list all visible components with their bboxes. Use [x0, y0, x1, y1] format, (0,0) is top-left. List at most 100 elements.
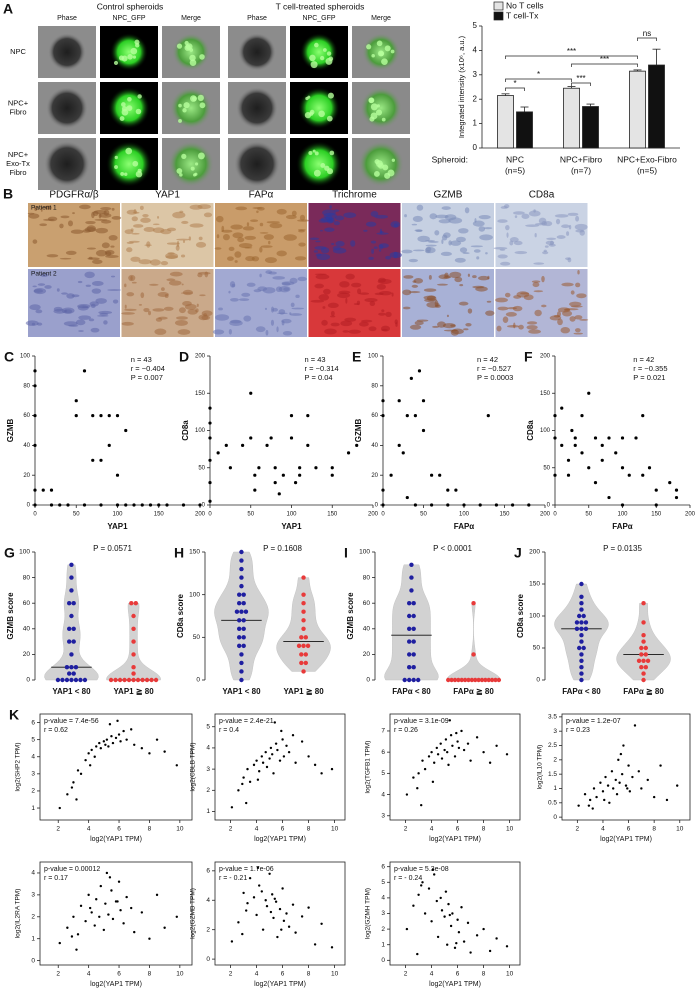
stain [574, 328, 581, 333]
point [409, 376, 413, 380]
stain [101, 219, 112, 224]
stain [568, 224, 572, 230]
point [208, 421, 212, 425]
y-tick-label: 100 [359, 549, 370, 556]
stain [454, 257, 466, 263]
stain [441, 234, 448, 241]
stain [246, 282, 256, 287]
stain [257, 206, 265, 211]
point [242, 776, 245, 779]
stain [232, 232, 244, 239]
panel-label: G [4, 545, 15, 561]
stain [25, 320, 39, 326]
stain [32, 239, 38, 244]
stain [107, 289, 122, 291]
stain [246, 222, 250, 227]
y-axis-title: CD8a score [176, 593, 185, 638]
stain [289, 313, 303, 316]
stain [263, 234, 274, 240]
row-label: NPC [10, 47, 26, 56]
point [119, 740, 122, 743]
point [157, 503, 161, 507]
stain [434, 304, 441, 308]
bar [629, 70, 646, 149]
point [135, 677, 141, 683]
point [346, 451, 351, 455]
point [579, 594, 584, 599]
annotation: r = - 0.24 [394, 875, 422, 882]
y-axis-title: GZMB [6, 419, 15, 443]
stain [576, 293, 587, 299]
point [659, 764, 662, 767]
annotation: r = 0.62 [44, 727, 68, 734]
point [641, 414, 645, 418]
stain [371, 248, 374, 254]
stain [391, 292, 394, 297]
point [130, 906, 133, 910]
point [471, 652, 476, 657]
point [495, 937, 498, 940]
group-label: FAPα ≧ 80 [453, 687, 494, 696]
point [281, 473, 285, 477]
stain [425, 246, 432, 252]
point [82, 677, 88, 683]
point [74, 399, 78, 403]
point [67, 671, 72, 676]
stain [579, 318, 589, 321]
point [496, 677, 502, 683]
point [72, 915, 75, 918]
stain [234, 251, 242, 258]
x-tick-label: 4 [255, 971, 259, 978]
point [239, 566, 244, 572]
stain [40, 206, 43, 212]
point [639, 665, 644, 670]
point [577, 645, 582, 651]
y-tick-label: 0 [375, 503, 379, 509]
p-value: P = 0.0135 [603, 544, 642, 553]
stain [541, 304, 547, 308]
row-label: NPC+ [8, 150, 29, 159]
y-tick-label: 40 [23, 443, 30, 449]
stain [91, 211, 95, 219]
point [239, 660, 244, 666]
point [401, 451, 405, 455]
stain [212, 329, 225, 335]
point [674, 488, 679, 492]
point [430, 473, 434, 477]
y-tick-label: 2 [473, 94, 478, 103]
y-tick-label: 2 [31, 788, 35, 795]
stain [95, 227, 108, 234]
annotation: p-value = 1.2e-07 [566, 718, 621, 725]
point [303, 652, 308, 657]
point [579, 601, 584, 606]
point [242, 891, 245, 895]
y-tick-label: 40 [371, 443, 378, 449]
stain [82, 229, 91, 233]
stain [259, 246, 263, 253]
stain [370, 240, 377, 244]
spheroid [238, 33, 276, 71]
point [626, 787, 629, 790]
stain [229, 298, 239, 302]
stain [451, 328, 464, 335]
stain [315, 274, 330, 280]
y-tick-label: 100 [540, 428, 551, 434]
stain [77, 280, 83, 284]
stain [323, 212, 338, 219]
stain [61, 292, 68, 295]
point [99, 414, 103, 418]
point [641, 677, 646, 683]
point [110, 889, 113, 892]
point [411, 613, 416, 619]
y-tick-label: 4 [206, 745, 210, 752]
x-tick-label: 2 [404, 971, 408, 978]
point [570, 428, 574, 433]
stain [265, 329, 269, 336]
y-tick-label: 3 [31, 771, 35, 778]
violin [384, 564, 439, 681]
stain [541, 275, 545, 283]
y-tick-label: 1 [553, 785, 557, 792]
point [416, 952, 419, 956]
stain [333, 221, 340, 226]
point [249, 391, 253, 395]
